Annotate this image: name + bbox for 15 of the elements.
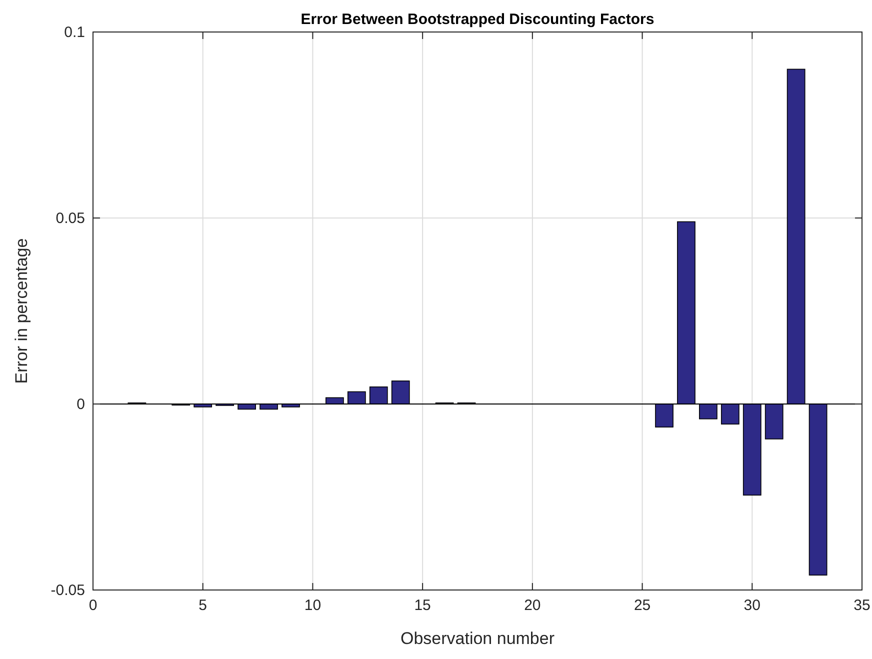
chart-title: Error Between Bootstrapped Discounting Factors	[300, 11, 654, 28]
y-tick-label: 0.1	[64, 24, 85, 41]
y-axis-title: Error in percentage	[12, 238, 31, 384]
y-tick-label: 0.05	[56, 210, 85, 227]
x-tick-label: 35	[854, 597, 870, 614]
x-tick-label: 30	[744, 597, 760, 614]
x-axis-title: Observation number	[400, 629, 555, 648]
y-tick-label: -0.05	[50, 582, 85, 599]
y-tick-label: 0	[76, 396, 85, 413]
x-tick-label: 25	[634, 597, 651, 614]
x-tick-label: 10	[304, 597, 322, 614]
x-tick-label: 15	[414, 597, 431, 614]
x-tick-label: 0	[88, 597, 98, 614]
x-tick-label: 5	[198, 597, 208, 614]
x-tick-label: 20	[524, 597, 541, 614]
